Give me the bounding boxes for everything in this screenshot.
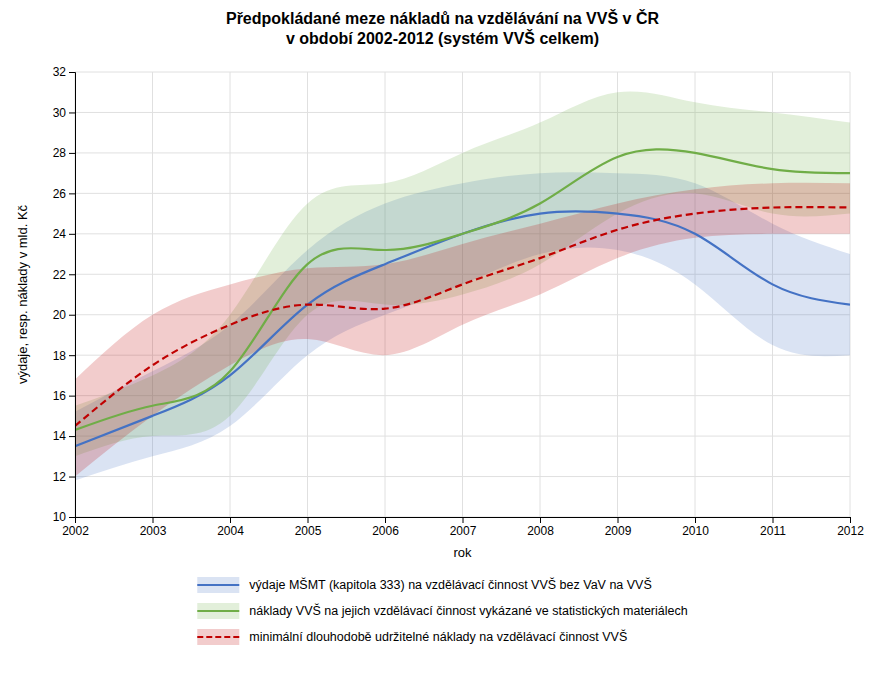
grid — [75, 72, 850, 517]
tick-label: 2008 — [527, 524, 554, 538]
legend-label: minimální dlouhodobě udržitelné náklady … — [249, 629, 627, 644]
tick-label: 12 — [53, 470, 67, 484]
tick-mark — [308, 517, 309, 523]
band — [75, 183, 850, 477]
tick: 28 — [53, 146, 75, 160]
tick: 10 — [53, 510, 75, 524]
tick: 2010 — [682, 517, 709, 538]
title-line: Předpokládané meze nákladů na vzdělávání… — [226, 9, 659, 27]
title: Předpokládané meze nákladů na vzdělávání… — [226, 9, 659, 47]
tick-label: 32 — [53, 65, 67, 79]
tick: 32 — [53, 65, 75, 79]
legend-line — [197, 636, 239, 638]
tick-label: 20 — [53, 308, 67, 322]
legend-item: náklady VVŠ na jejich vzdělávací činnost… — [197, 603, 687, 619]
tick-label: 10 — [53, 510, 67, 524]
plot: 2002200320042005200620072008200920102011… — [15, 65, 864, 560]
x-axis: 2002 2003 2004 2005 2006 2007 2008 2009 2010 2011… — [62, 517, 864, 538]
tick-label: 2005 — [295, 524, 322, 538]
tick: 2006 — [372, 517, 399, 538]
line — [75, 149, 850, 430]
legend-swatch — [197, 629, 239, 645]
tick-label: 2004 — [217, 524, 244, 538]
chart: Předpokládané meze nákladů na vzdělávání… — [0, 0, 885, 697]
legend-item: minimální dlouhodobě udržitelné náklady … — [197, 629, 627, 645]
tick: 24 — [53, 227, 75, 241]
legend-swatch — [197, 603, 239, 619]
tick-label: 22 — [53, 268, 67, 282]
tick: 18 — [53, 349, 75, 363]
axis-line — [69, 73, 76, 518]
tick-label: 16 — [53, 389, 67, 403]
tick-label: 28 — [53, 146, 67, 160]
tick-mark — [385, 517, 386, 523]
tick: 2004 — [217, 517, 244, 538]
tick-label: 2012 — [837, 524, 864, 538]
legend-item: výdaje MŠMT (kapitola 333) na vzdělávací… — [197, 577, 652, 593]
title-line: v období 2002-2012 (systém VVŠ celkem) — [286, 29, 599, 47]
legend: výdaje MŠMT (kapitola 333) na vzdělávací… — [197, 577, 687, 645]
tick-mark — [618, 517, 619, 523]
tick-label: 2010 — [682, 524, 709, 538]
tick: 26 — [53, 187, 75, 201]
tick: 2005 — [295, 517, 322, 538]
tick: 14 — [53, 429, 75, 443]
tick-label: 2006 — [372, 524, 399, 538]
tick-mark — [69, 193, 75, 194]
tick: 2012 — [837, 517, 864, 538]
legend-swatch — [197, 577, 239, 593]
tick-mark — [540, 517, 541, 523]
tick-mark — [69, 436, 75, 437]
tick-label: 18 — [53, 349, 67, 363]
tick-label: 24 — [53, 227, 67, 241]
tick: 22 — [53, 268, 75, 282]
tick-label: 2007 — [450, 524, 477, 538]
tick-label: 2002 — [62, 524, 89, 538]
tick-mark — [69, 274, 75, 275]
tick-mark — [230, 517, 231, 523]
tick-label: 2011 — [760, 524, 786, 538]
tick-mark — [69, 315, 75, 316]
tick-label: 30 — [53, 106, 67, 120]
line — [75, 207, 850, 426]
tick-mark — [773, 517, 774, 523]
legend-label: náklady VVŠ na jejich vzdělávací činnost… — [249, 603, 687, 618]
legend-line — [197, 584, 239, 586]
tick: 12 — [53, 470, 75, 484]
y-axis: 10 12 14 16 18 20 22 24 26 28 30 32 — [53, 65, 76, 524]
axis-line — [76, 518, 851, 524]
tick-mark — [69, 355, 75, 356]
tick-mark — [69, 477, 75, 478]
line — [75, 211, 850, 446]
tick: 2003 — [140, 517, 167, 538]
tick-label: 2003 — [140, 524, 167, 538]
tick-label: 26 — [53, 187, 67, 201]
marks — [75, 91, 850, 480]
tick: 2007 — [450, 517, 477, 538]
tick-mark — [69, 517, 75, 518]
tick: 20 — [53, 308, 75, 322]
tick-mark — [463, 517, 464, 523]
legend-label: výdaje MŠMT (kapitola 333) na vzdělávací… — [249, 577, 652, 592]
tick-mark — [69, 72, 75, 73]
tick-mark — [850, 517, 851, 523]
tick: 16 — [53, 389, 75, 403]
tick: 2011 — [760, 517, 786, 538]
legend-line — [197, 610, 239, 612]
tick-label: 2009 — [605, 524, 632, 538]
tick-label: 14 — [53, 429, 67, 443]
tick-mark — [69, 153, 75, 154]
tick-mark — [69, 396, 75, 397]
tick: 30 — [53, 106, 75, 120]
tick: 2009 — [605, 517, 632, 538]
x-axis-title: rok — [453, 545, 472, 560]
tick-mark — [69, 234, 75, 235]
tick: 2008 — [527, 517, 554, 538]
y-axis-title: výdaje, resp. náklady v mld. Kč — [15, 204, 30, 384]
tick: 2002 — [62, 517, 89, 538]
tick-mark — [69, 112, 75, 113]
tick-mark — [695, 517, 696, 523]
tick-mark — [153, 517, 154, 523]
